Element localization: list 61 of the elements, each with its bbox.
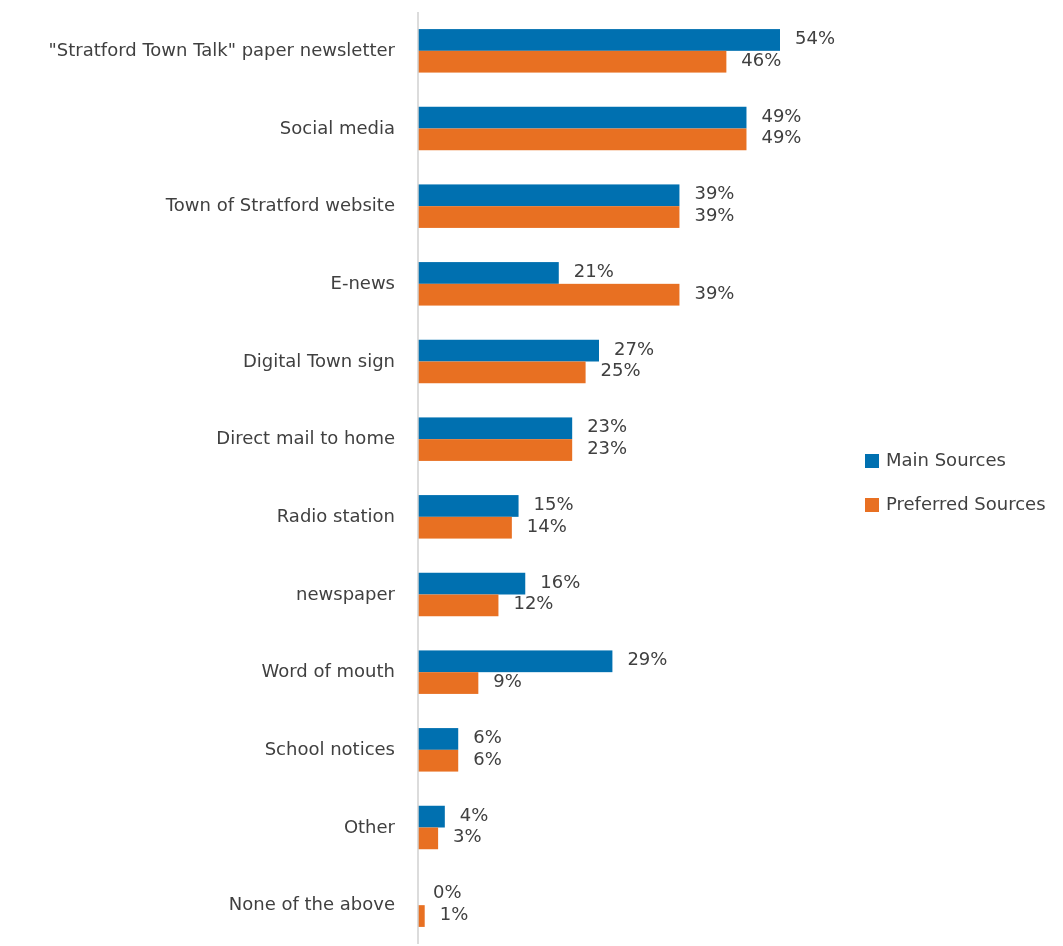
bar	[418, 128, 747, 151]
bar	[418, 184, 680, 207]
bar	[418, 106, 747, 129]
data-label: 1%	[439, 903, 469, 925]
data-label: 4%	[459, 803, 489, 825]
data-label: 6%	[473, 725, 502, 747]
bar	[418, 206, 680, 228]
y-tick-label: Social media	[279, 116, 395, 138]
bar	[418, 29, 780, 51]
bar	[418, 439, 573, 461]
y-tick-label: Town of Stratford website	[164, 194, 395, 216]
data-label: 49%	[761, 126, 802, 148]
data-label: 23%	[587, 415, 628, 437]
bar	[418, 805, 445, 828]
data-label: 46%	[741, 48, 782, 70]
bar	[418, 50, 727, 73]
data-label: 3%	[453, 825, 482, 847]
bar	[418, 516, 512, 539]
data-label: 39%	[694, 204, 735, 226]
bar	[418, 417, 573, 440]
bar	[418, 339, 599, 362]
bar	[418, 361, 586, 384]
y-tick-label: Radio station	[276, 504, 395, 526]
data-label: 39%	[694, 182, 735, 204]
bar	[418, 672, 479, 694]
y-tick-label: "Stratford Town Talk" paper newsletter	[48, 38, 396, 60]
y-tick-label: School notices	[264, 737, 395, 759]
data-label: 25%	[600, 359, 641, 381]
data-label: 9%	[493, 670, 522, 692]
bar	[418, 728, 459, 750]
bar	[418, 905, 425, 927]
bar	[418, 827, 439, 850]
data-label: 29%	[627, 648, 668, 670]
bar	[418, 495, 519, 517]
bar	[418, 594, 499, 617]
y-tick-label: E-news	[330, 271, 395, 293]
data-label: 54%	[795, 26, 836, 48]
y-tick-label: Direct mail to home	[216, 427, 395, 449]
y-tick-label: None of the above	[228, 893, 395, 915]
data-label: 14%	[526, 514, 567, 536]
data-label: 39%	[694, 281, 735, 303]
legend-label: Preferred Sources	[886, 493, 1046, 514]
data-label: 15%	[533, 492, 574, 514]
bar	[418, 262, 559, 284]
data-label: 16%	[540, 570, 581, 592]
data-label: 21%	[573, 259, 614, 281]
data-label: 0%	[433, 881, 462, 903]
legend-label: Main Sources	[886, 449, 1006, 470]
data-label: 12%	[513, 592, 554, 614]
bar	[418, 283, 680, 306]
y-tick-label: Other	[343, 815, 396, 837]
bar	[418, 650, 613, 673]
data-label: 27%	[614, 337, 655, 359]
y-tick-label: Word of mouth	[261, 660, 395, 682]
bar	[418, 749, 459, 772]
data-label: 6%	[473, 747, 502, 769]
y-tick-label: newspaper	[296, 582, 396, 604]
data-label: 23%	[587, 437, 628, 459]
data-label: 49%	[761, 104, 802, 126]
y-tick-label: Digital Town sign	[242, 349, 395, 371]
bar	[418, 572, 526, 595]
